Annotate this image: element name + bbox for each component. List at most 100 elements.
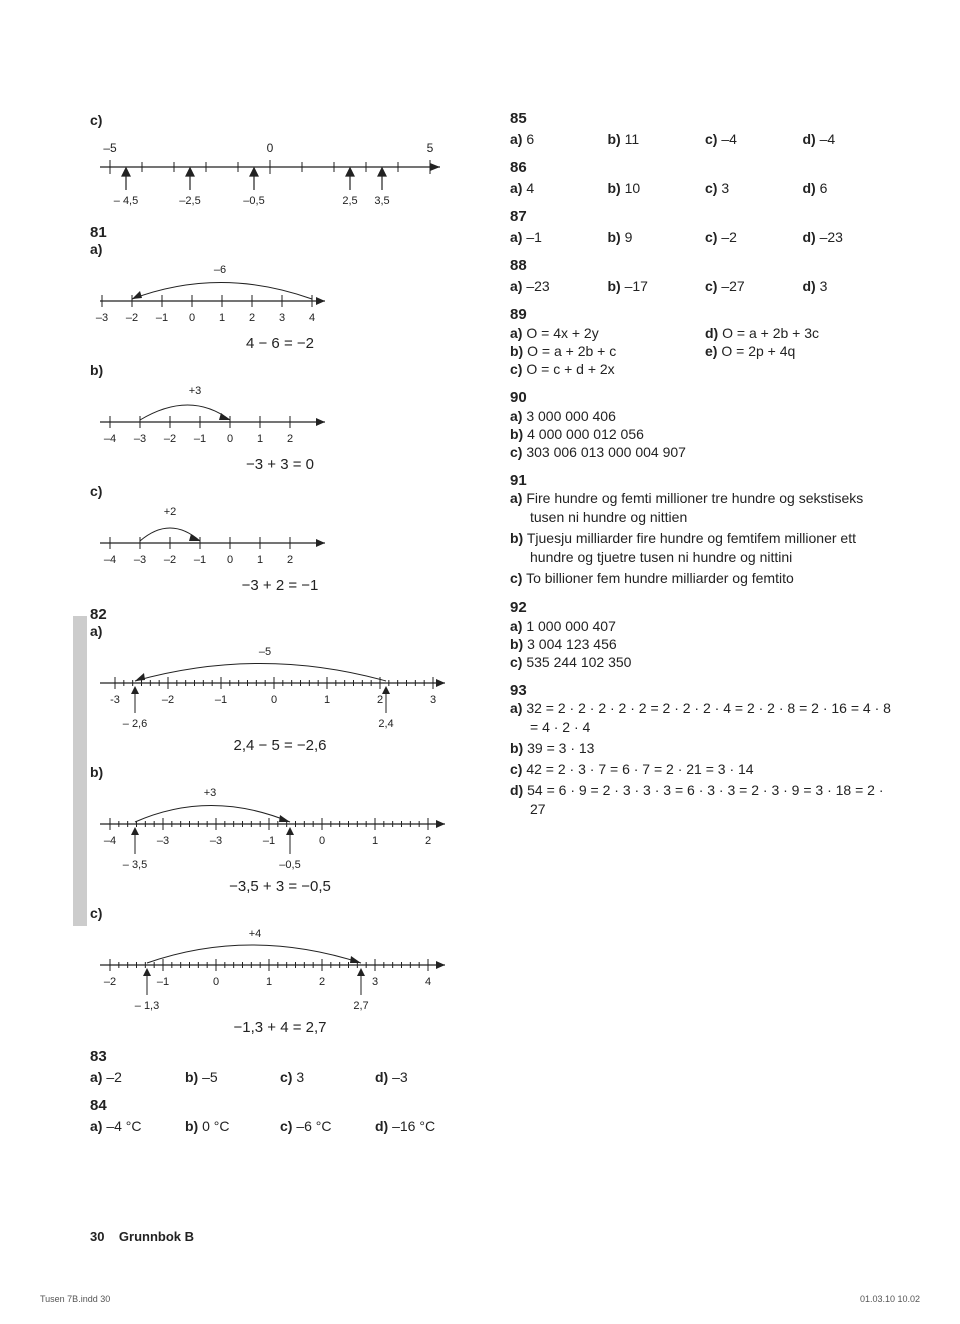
- svg-text:0: 0: [319, 835, 325, 847]
- part-value: To billioner fem hundre milliarder og fe…: [526, 570, 794, 586]
- part-value: –5: [202, 1069, 218, 1085]
- svg-text:–3: –3: [96, 312, 108, 324]
- arrow-to: –0,5: [279, 859, 300, 871]
- q83-parts: a) –2 b) –5 c) 3 d) –3: [90, 1069, 470, 1085]
- part-label: c): [280, 1069, 292, 1085]
- arrow-from: – 2,6: [123, 718, 147, 730]
- part-label: b): [185, 1118, 198, 1134]
- equation: −1,3 + 4 = 2,7: [90, 1019, 470, 1036]
- part-label: b): [608, 229, 621, 245]
- q93-b: b) 39 = 3 · 13: [510, 739, 900, 758]
- part-value: –4 °C: [106, 1118, 141, 1134]
- svg-text:1: 1: [257, 433, 263, 445]
- part-value: O = c + d + 2x: [526, 361, 614, 377]
- tick-label: 5: [427, 141, 434, 155]
- svg-text:0: 0: [271, 694, 277, 706]
- equation: −3 + 3 = 0: [90, 456, 470, 473]
- q93-c: c) 42 = 2 · 3 · 7 = 6 · 7 = 2 · 21 = 3 ·…: [510, 760, 900, 779]
- q82-b: b) +3 –4–3–3–1012 – 3,5 –0,5 −3,5 + 3 = …: [90, 764, 470, 895]
- question-number: 86: [510, 159, 900, 176]
- arrow-label: –0,5: [243, 195, 264, 207]
- arc-label: +4: [249, 928, 262, 940]
- q-top-c: c) –5 0 5: [90, 112, 470, 212]
- svg-text:–1: –1: [156, 312, 168, 324]
- q89-row3: c) O = c + d + 2x: [510, 361, 900, 377]
- svg-text:0: 0: [227, 554, 233, 566]
- part-value: –27: [721, 278, 744, 294]
- part-label: c): [510, 444, 522, 460]
- part-label: c): [705, 229, 717, 245]
- part-value: 3: [820, 278, 828, 294]
- part-label: d): [510, 782, 523, 798]
- part-value: 9: [625, 229, 633, 245]
- q82-a: a) –5 -3–2–10123 – 2,6 2,4 2,4 − 5 = −2,…: [90, 623, 470, 754]
- part-value: O = 2p + 4q: [721, 343, 795, 359]
- tick-label: 0: [267, 141, 274, 155]
- part-value: 1 000 000 407: [526, 618, 616, 634]
- part-value: O = 4x + 2y: [526, 325, 598, 341]
- part-value: –4: [721, 131, 737, 147]
- page-footer: 30 Grunnbok B: [90, 1229, 194, 1244]
- part-label: d): [803, 229, 816, 245]
- equation: −3,5 + 3 = −0,5: [90, 878, 470, 895]
- part-label: a): [510, 325, 522, 341]
- q89-row1: a) O = 4x + 2y d) O = a + 2b + 3c: [510, 325, 900, 341]
- svg-text:1: 1: [372, 835, 378, 847]
- part-label: b): [90, 764, 103, 780]
- part-value: 6: [820, 180, 828, 196]
- part-value: 303 006 013 000 004 907: [526, 444, 686, 460]
- svg-text:–3: –3: [210, 835, 222, 847]
- part-value: –3: [392, 1069, 408, 1085]
- part-label: b): [510, 530, 523, 546]
- part-label: d): [375, 1118, 388, 1134]
- part-label: a): [510, 490, 522, 506]
- svg-text:3: 3: [430, 694, 436, 706]
- part-value: O = a + 2b + c: [527, 343, 616, 359]
- svg-text:–2: –2: [162, 694, 174, 706]
- arc-label: –5: [259, 646, 271, 658]
- arc-label: +3: [189, 385, 202, 397]
- part-label: c): [90, 483, 102, 499]
- page: c) –5 0 5: [0, 0, 960, 1324]
- svg-text:–3: –3: [134, 554, 146, 566]
- svg-text:–1: –1: [263, 835, 275, 847]
- equation: −3 + 2 = −1: [90, 577, 470, 594]
- arrow-label: 2,5: [342, 195, 357, 207]
- numberline-81a: –6 –3–2–101234: [90, 261, 340, 331]
- part-value: 535 244 102 350: [526, 654, 631, 670]
- svg-text:–3: –3: [134, 433, 146, 445]
- print-meta: Tusen 7B.indd 30 01.03.10 10.02: [40, 1294, 920, 1304]
- part-value: Fire hundre og femti millioner tre hundr…: [526, 490, 863, 525]
- equation: 4 − 6 = −2: [90, 335, 470, 352]
- part-value: 11: [625, 131, 640, 147]
- numberline-82b: +3 –4–3–3–1012 – 3,5 –0,5: [90, 784, 460, 874]
- part-value: 3: [721, 180, 729, 196]
- svg-text:2: 2: [319, 976, 325, 988]
- svg-text:3: 3: [372, 976, 378, 988]
- part-label: a): [510, 618, 522, 634]
- part-value: O = a + 2b + 3c: [722, 325, 819, 341]
- arrow-to: 2,7: [353, 1000, 368, 1012]
- part-label: b): [608, 180, 621, 196]
- q84-parts: a) –4 °C b) 0 °C c) –6 °C d) –16 °C: [90, 1118, 470, 1134]
- svg-text:0: 0: [227, 433, 233, 445]
- arrow-from: – 3,5: [123, 859, 147, 871]
- part-label: d): [803, 180, 816, 196]
- part-value: –17: [625, 278, 648, 294]
- part-label: b): [510, 740, 523, 756]
- part-label: b): [510, 426, 523, 442]
- arc-label: +3: [204, 787, 217, 799]
- part-label: a): [90, 241, 102, 257]
- part-label: c): [510, 570, 522, 586]
- question-number: 90: [510, 389, 900, 406]
- svg-text:-3: -3: [110, 694, 120, 706]
- numberline-82a: –5 -3–2–10123 – 2,6 2,4: [90, 643, 460, 733]
- left-column: c) –5 0 5: [90, 110, 470, 1142]
- part-label: d): [375, 1069, 388, 1085]
- part-label: a): [90, 1118, 102, 1134]
- svg-text:1: 1: [219, 312, 225, 324]
- part-value: 54 = 6 · 9 = 2 · 3 · 3 · 3 = 6 · 3 · 3 =…: [527, 782, 883, 817]
- page-number: 30: [90, 1229, 104, 1244]
- question-number: 87: [510, 208, 900, 225]
- arrow-label: –2,5: [179, 195, 200, 207]
